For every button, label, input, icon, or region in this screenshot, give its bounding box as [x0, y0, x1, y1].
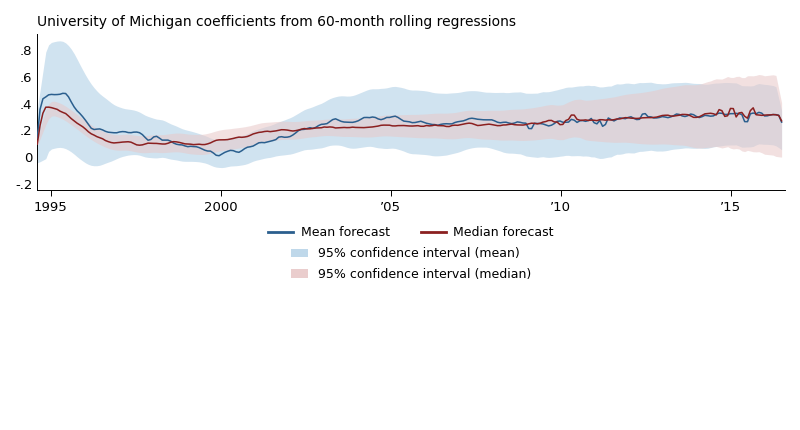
Text: University of Michigan coefficients from 60-month rolling regressions: University of Michigan coefficients from… [38, 15, 516, 29]
Legend: 95% confidence interval (mean), 95% confidence interval (median): 95% confidence interval (mean), 95% conf… [286, 243, 537, 286]
